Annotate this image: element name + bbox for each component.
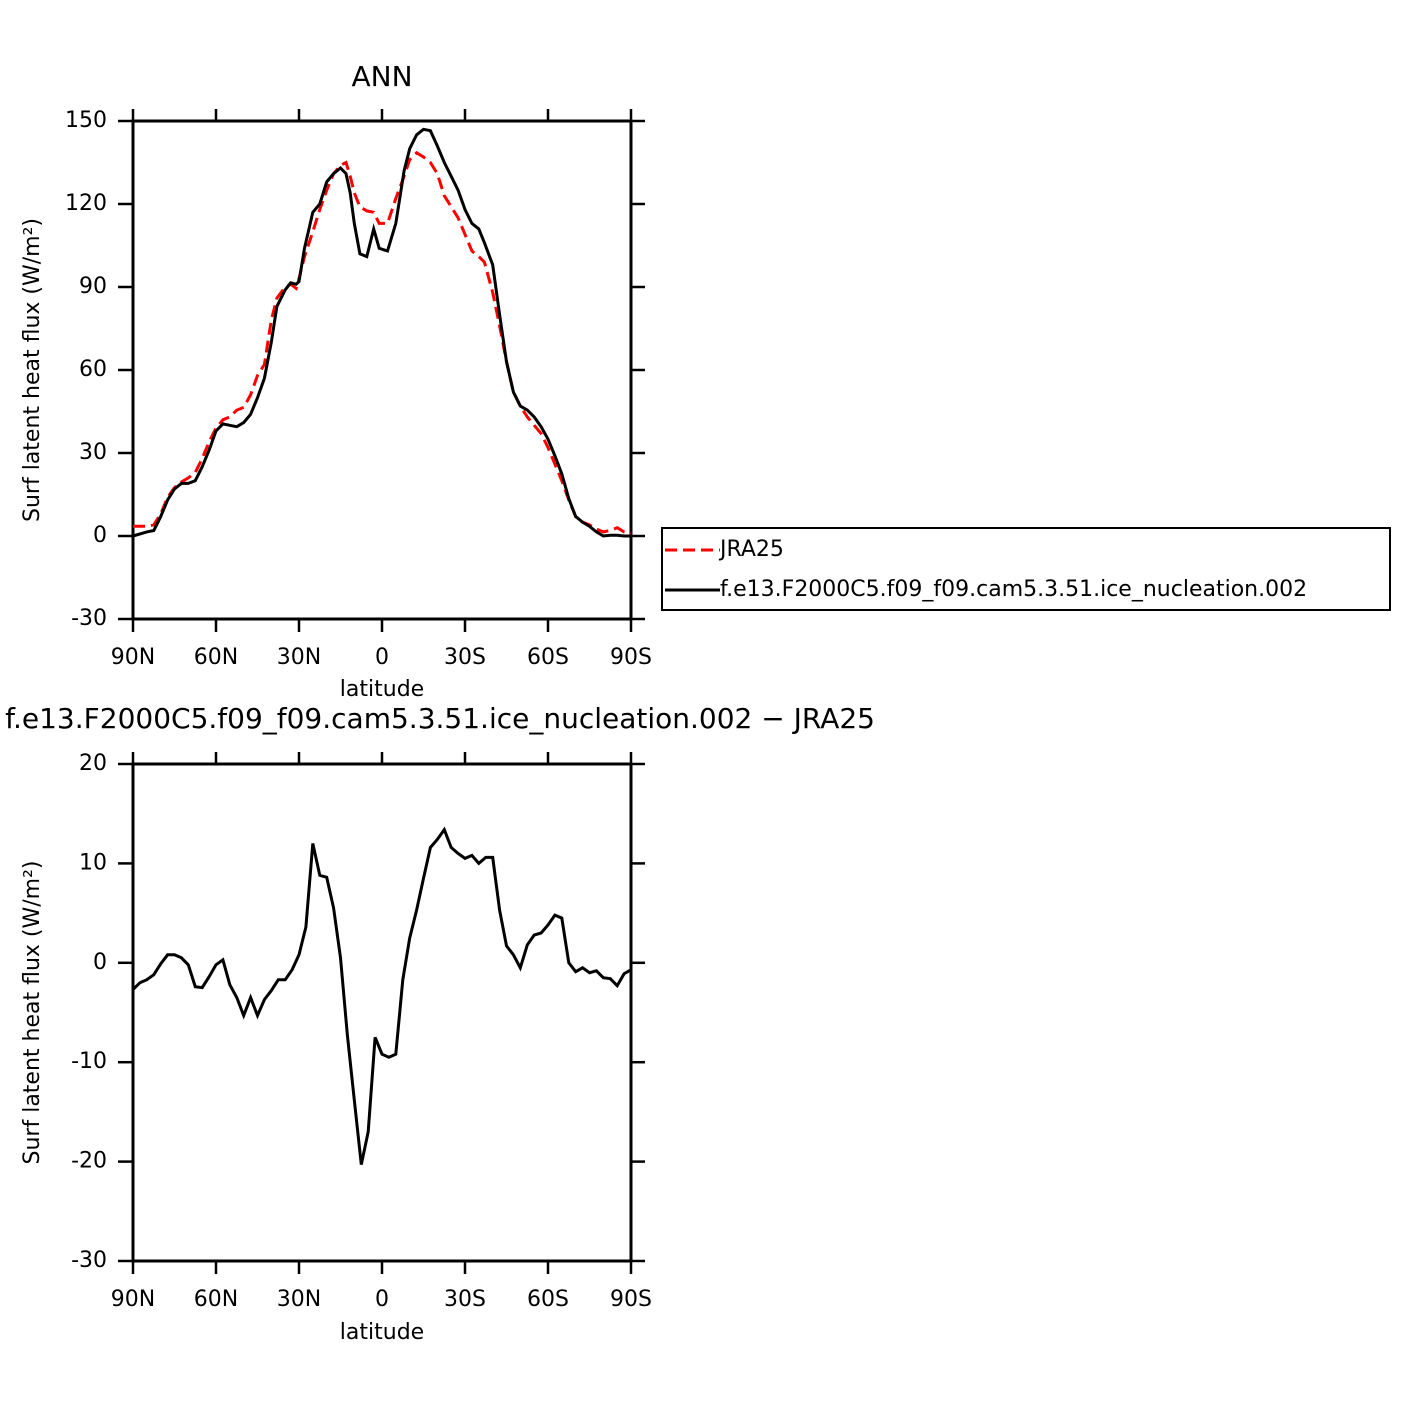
- y-tick-label: 0: [93, 950, 107, 975]
- x-tick-label: 60N: [194, 645, 238, 670]
- x-tick-label: 60S: [527, 1287, 569, 1312]
- y-tick-label: 60: [79, 357, 107, 382]
- x-tick-label: 90S: [610, 1287, 652, 1312]
- y-axis-label: Surf latent heat flux (W/m²): [20, 861, 45, 1165]
- y-tick-label: 90: [79, 274, 107, 299]
- data-line: [131, 826, 632, 1165]
- x-tick-label: 30S: [444, 1287, 486, 1312]
- x-tick-label: 60S: [527, 645, 569, 670]
- x-tick-label: 90N: [111, 1287, 155, 1312]
- x-tick-label: 0: [375, 1287, 389, 1312]
- x-axis-label: latitude: [340, 1320, 424, 1345]
- y-tick-label: -30: [71, 606, 107, 631]
- y-tick-label: 30: [79, 440, 107, 465]
- y-tick-label: -10: [71, 1049, 107, 1074]
- y-tick-label: -30: [71, 1248, 107, 1273]
- chart-title: f.e13.F2000C5.f09_f09.cam5.3.51.ice_nucl…: [5, 702, 875, 735]
- y-axis-label: Surf latent heat flux (W/m²): [20, 218, 45, 522]
- legend-label: JRA25: [718, 537, 784, 562]
- y-tick-label: 0: [93, 523, 107, 548]
- data-line: [132, 127, 631, 538]
- x-tick-label: 90N: [111, 645, 155, 670]
- x-tick-label: 30N: [277, 1287, 321, 1312]
- plot-frame: [131, 119, 633, 621]
- x-tick-label: 0: [375, 645, 389, 670]
- x-tick-label: 30N: [277, 645, 321, 670]
- y-tick-label: 20: [79, 751, 107, 776]
- y-tick-label: 150: [65, 108, 107, 133]
- x-tick-label: 30S: [444, 645, 486, 670]
- x-axis-label: latitude: [340, 677, 424, 702]
- legend-box: [661, 527, 1391, 611]
- legend-label: f.e13.F2000C5.f09_f09.cam5.3.51.ice_nucl…: [720, 577, 1307, 602]
- x-tick-label: 90S: [610, 645, 652, 670]
- chart-title: ANN: [351, 60, 412, 93]
- x-tick-label: 60N: [194, 1287, 238, 1312]
- y-tick-label: 120: [65, 191, 107, 216]
- y-tick-label: 10: [79, 850, 107, 875]
- plot-frame: [131, 762, 633, 1263]
- data-line: [133, 150, 632, 535]
- y-tick-label: -20: [71, 1149, 107, 1174]
